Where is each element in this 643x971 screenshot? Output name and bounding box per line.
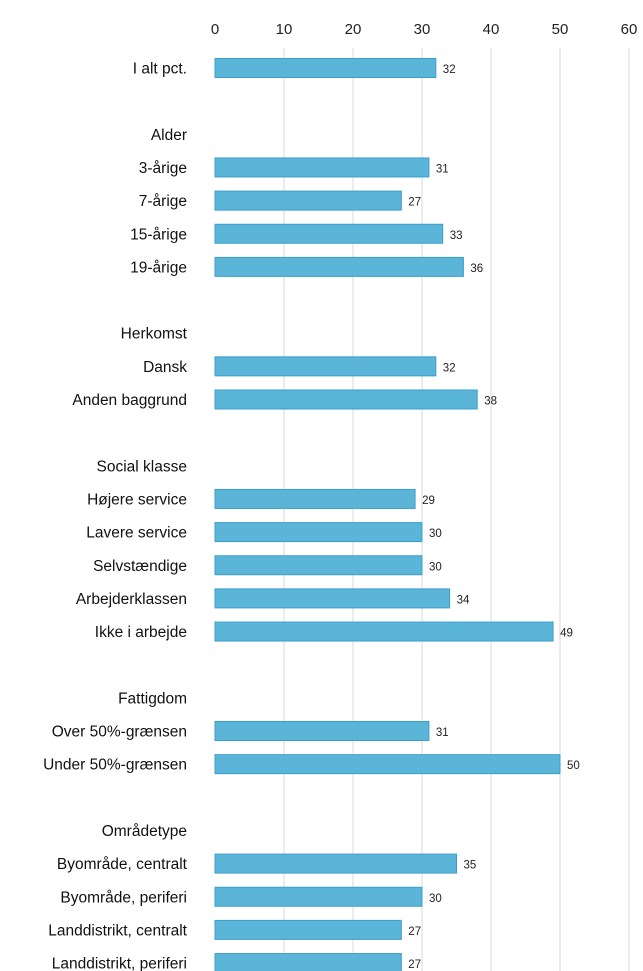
bar: [214, 157, 430, 178]
data-label: 32: [443, 362, 456, 374]
data-label: 30: [429, 528, 442, 540]
category-label: Selvstændige: [93, 558, 187, 575]
category-label: Byområde, periferi: [60, 889, 187, 906]
x-tick-label: 10: [276, 21, 293, 38]
category-label: Anden baggrund: [72, 392, 187, 409]
data-label: 30: [429, 893, 442, 905]
category-label: Ikke i arbejde: [95, 624, 187, 641]
data-label: 27: [408, 197, 421, 209]
bar: [214, 853, 457, 874]
gridlines: [283, 48, 630, 971]
category-label: Under 50%-grænsen: [43, 757, 187, 774]
data-label: 30: [429, 561, 442, 573]
bar: [214, 621, 554, 642]
data-label: 33: [450, 230, 463, 242]
bar: [214, 488, 416, 509]
category-label: Landdistrikt, centralt: [48, 922, 187, 939]
data-label: 29: [422, 495, 435, 507]
bar: [214, 522, 423, 543]
bar: [214, 223, 444, 244]
data-label: 49: [560, 628, 573, 640]
bar: [214, 190, 402, 211]
x-tick-label: 40: [483, 21, 500, 38]
bar: [214, 919, 402, 940]
category-label: 7-årige: [139, 193, 187, 210]
bar: [214, 886, 423, 907]
data-label: 31: [436, 727, 449, 739]
group-heading: Fattigdom: [118, 690, 187, 707]
category-label: Højere service: [87, 491, 187, 508]
bar: [214, 58, 437, 78]
data-label: 50: [567, 760, 580, 772]
category-label: Byområde, centralt: [57, 856, 188, 873]
x-axis-ticks: 0 10 20 30 40 50 60: [211, 21, 638, 38]
data-label: 31: [436, 163, 449, 175]
data-label: 34: [457, 594, 470, 606]
group-heading: Social klasse: [97, 458, 187, 475]
bar: [214, 555, 423, 576]
data-labels: 32 31 27 33 36 32 38 29 30 30 34 49 31 50 35 30 27 27: [408, 64, 579, 971]
data-label: 38: [484, 396, 497, 408]
category-label: Dansk: [143, 359, 187, 376]
category-label: Landdistrikt, periferi: [52, 956, 187, 971]
data-label: 32: [443, 64, 456, 76]
x-tick-label: 20: [345, 21, 362, 38]
category-label: Over 50%-grænsen: [52, 724, 187, 741]
bar: [214, 356, 437, 377]
bar: [214, 588, 451, 609]
x-tick-label: 60: [621, 21, 638, 38]
x-tick-label: 0: [211, 21, 219, 38]
group-heading: Områdetype: [102, 823, 187, 840]
bar: [214, 389, 478, 410]
category-label: I alt pct.: [133, 61, 187, 78]
data-label: 27: [408, 959, 421, 971]
group-heading: Herkomst: [121, 326, 188, 343]
x-tick-label: 50: [552, 21, 569, 38]
category-label: 19-årige: [130, 259, 187, 276]
data-label: 27: [408, 926, 421, 938]
category-label: 3-årige: [139, 160, 187, 177]
data-label: 36: [470, 263, 483, 275]
bar: [214, 754, 561, 775]
group-heading: Alder: [151, 127, 187, 144]
category-labels: I alt pct. Alder 3-årige 7-årige 15-årige 19-…: [43, 61, 188, 971]
bar: [214, 256, 464, 277]
bar: [214, 953, 402, 971]
category-label: Lavere service: [86, 525, 187, 542]
x-tick-label: 30: [414, 21, 431, 38]
bars: [214, 58, 561, 971]
category-label: Arbejderklassen: [76, 591, 187, 608]
category-label: 15-årige: [130, 226, 187, 243]
data-label: 35: [464, 860, 477, 872]
bar: [214, 721, 430, 741]
